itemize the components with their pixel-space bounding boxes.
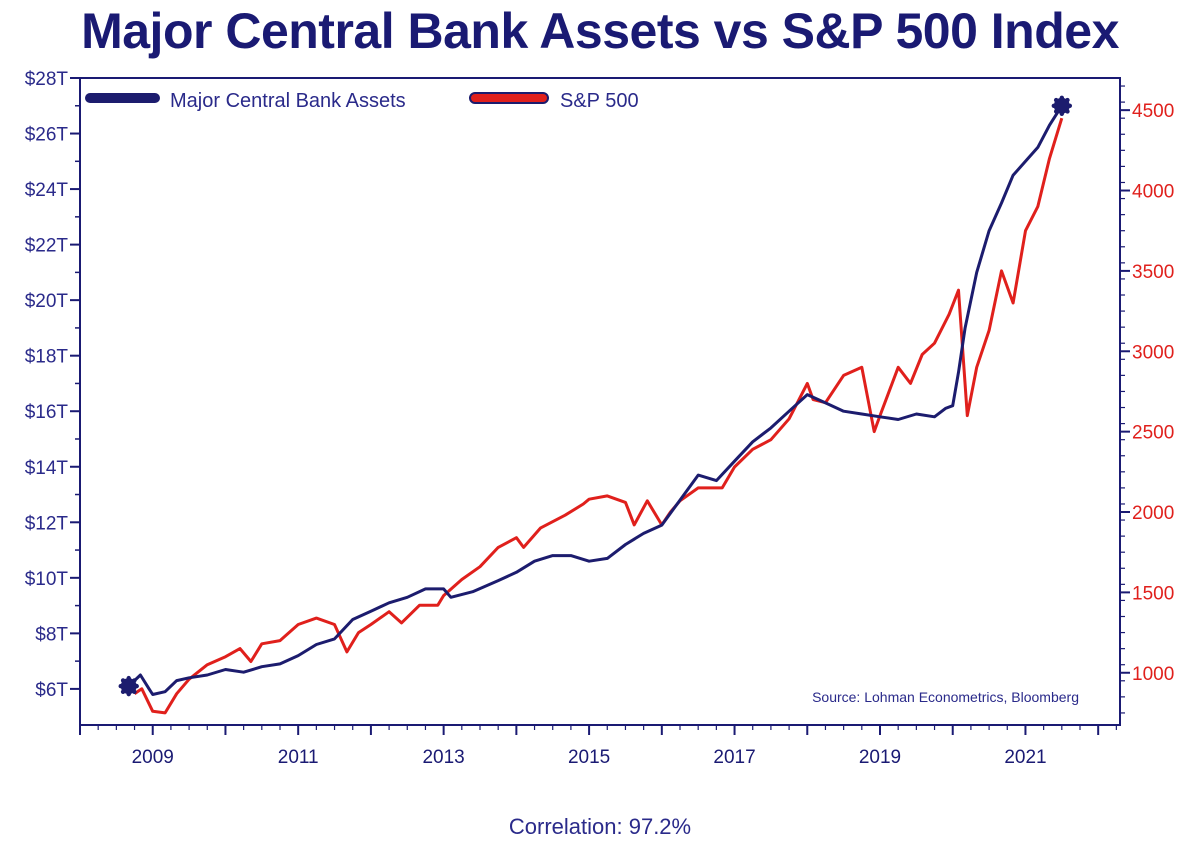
- marker-dot: [1053, 97, 1059, 103]
- y-right-tick-label: 1500: [1132, 583, 1174, 604]
- y-right-tick-label: 2500: [1132, 423, 1174, 444]
- y-left-tick-label: $26T: [25, 125, 69, 146]
- y-axis-left: $6T $8T $10T $12T $14T $16T $18T $20T $22T $24T $2…: [25, 69, 80, 701]
- y-right-tick-label: 3000: [1132, 342, 1174, 363]
- x-tick-label: 2019: [859, 747, 901, 768]
- y-right-tick-label: 1000: [1132, 664, 1174, 685]
- x-tick-label: 2013: [422, 747, 464, 768]
- legend-label-sp500: S&P 500: [560, 90, 639, 112]
- x-tick-label: 2009: [132, 747, 174, 768]
- y-left-tick-label: $8T: [35, 624, 68, 645]
- x-tick-label: 2021: [1004, 747, 1046, 768]
- marker-dot: [120, 689, 126, 694]
- end-marker: [1053, 97, 1070, 114]
- plot-area-frame: [79, 77, 1121, 726]
- y-left-tick-label: $18T: [25, 347, 69, 368]
- x-axis: 2009 2011 2013 2015 2017 2019 2021: [79, 725, 1117, 768]
- chart-title: Major Central Bank Assets vs S&P 500 Ind…: [81, 3, 1119, 59]
- legend-label-central-bank: Major Central Bank Assets: [170, 90, 406, 112]
- start-marker: [120, 678, 137, 695]
- marker-dot: [126, 675, 131, 681]
- legend: Major Central Bank Assets S&P 500: [85, 90, 639, 112]
- marker-dot: [1051, 103, 1057, 108]
- y-left-tick-label: $28T: [25, 69, 69, 90]
- marker-dot: [1065, 109, 1070, 114]
- series-line-central-bank-assets: [127, 104, 1064, 696]
- marker-dot: [1059, 111, 1065, 116]
- y-left-tick-label: $10T: [25, 569, 69, 590]
- marker-dot: [1067, 103, 1073, 108]
- y-left-tick-label: $20T: [25, 291, 69, 312]
- y-right-tick-label: 4500: [1132, 101, 1174, 122]
- marker-dot: [1053, 109, 1059, 114]
- series-lines: [118, 95, 1073, 715]
- y-left-tick-label: $14T: [25, 458, 69, 479]
- x-tick-label: 2011: [278, 747, 319, 768]
- correlation-label: Correlation: 97.2%: [508, 814, 692, 839]
- marker-dot: [120, 678, 126, 683]
- x-tick-label: 2017: [713, 747, 755, 768]
- series-line-sp500: [133, 117, 1064, 715]
- y-left-tick-label: $12T: [25, 513, 69, 534]
- marker-dot: [132, 678, 137, 683]
- y-left-tick-label: $24T: [25, 180, 69, 201]
- marker-dot: [118, 683, 123, 689]
- y-right-tick-label: 4000: [1132, 182, 1174, 203]
- y-left-tick-label: $22T: [25, 236, 69, 257]
- y-left-tick-label: $6T: [35, 680, 68, 701]
- y-right-tick-label: 2000: [1132, 503, 1174, 524]
- marker-dot: [132, 689, 137, 694]
- y-left-tick-label: $16T: [25, 402, 69, 423]
- legend-swatch-central-bank: [85, 93, 160, 103]
- marker-dot: [1065, 97, 1070, 103]
- marker-dot: [134, 683, 139, 689]
- x-tick-label: 2015: [568, 747, 610, 768]
- y-right-tick-label: 3500: [1132, 262, 1174, 283]
- legend-swatch-sp500: [469, 92, 549, 104]
- marker-dot: [126, 691, 131, 697]
- marker-dot: [1059, 95, 1065, 100]
- y-axis-right: 1000 1500 2000 2500 3000 3500 4000 4500: [1120, 85, 1174, 714]
- source-note: Source: Lohman Econometrics, Bloomberg: [812, 689, 1079, 705]
